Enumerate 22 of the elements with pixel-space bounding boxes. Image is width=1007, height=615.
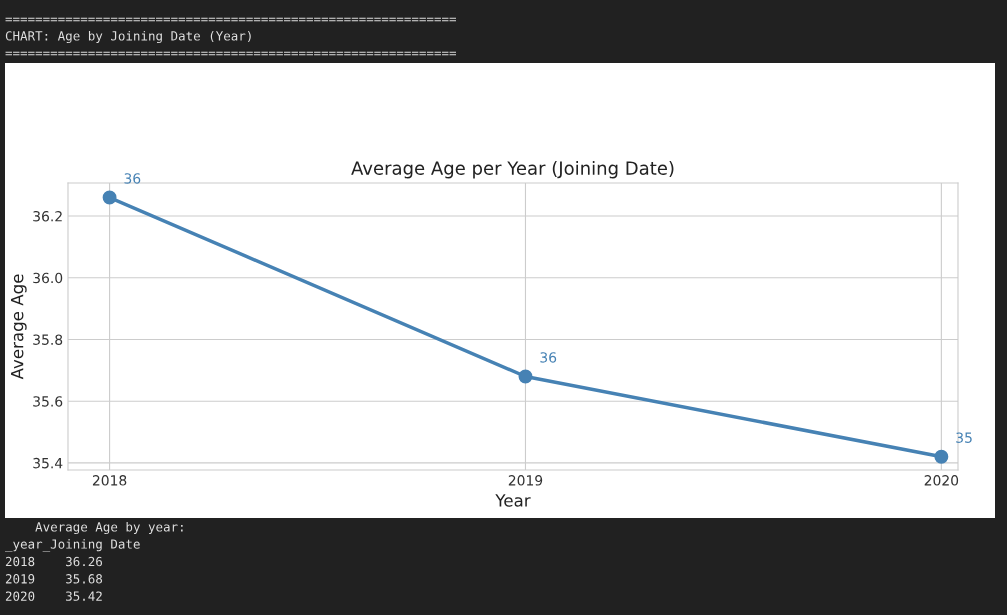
text: ============================================================ [5, 17, 456, 22]
x-tick-label: 2018 [92, 475, 127, 486]
data-label: 35 [956, 432, 972, 443]
text: _year_Joining Date [5, 539, 140, 552]
y-tick-label: 35.8 [33, 334, 63, 345]
y-tick-label: 36.2 [33, 210, 62, 222]
text: 2019 35.68 [5, 574, 103, 584]
y-tick-label: 36.0 [33, 272, 63, 284]
text: 2020 35.42 [5, 591, 102, 601]
data-label: 36 [124, 173, 141, 184]
text: 2018 36.26 [5, 556, 103, 567]
x-tick-label: 2020 [924, 475, 959, 486]
text: CHART: Age by Joining Date (Year) [5, 30, 251, 44]
x-tick-label: 2019 [508, 475, 543, 486]
chart-title: Average Age per Year (Joining Date) [351, 160, 674, 179]
y-tick-label: 35.4 [33, 457, 63, 469]
x-axis-title: Year [495, 494, 531, 507]
y-tick-label: 35.6 [33, 396, 63, 407]
y-axis-title: Average Age [11, 274, 27, 380]
text: Average Age by year: [35, 521, 183, 535]
text: ============================================================ [5, 51, 456, 56]
data-label: 36 [540, 352, 557, 363]
